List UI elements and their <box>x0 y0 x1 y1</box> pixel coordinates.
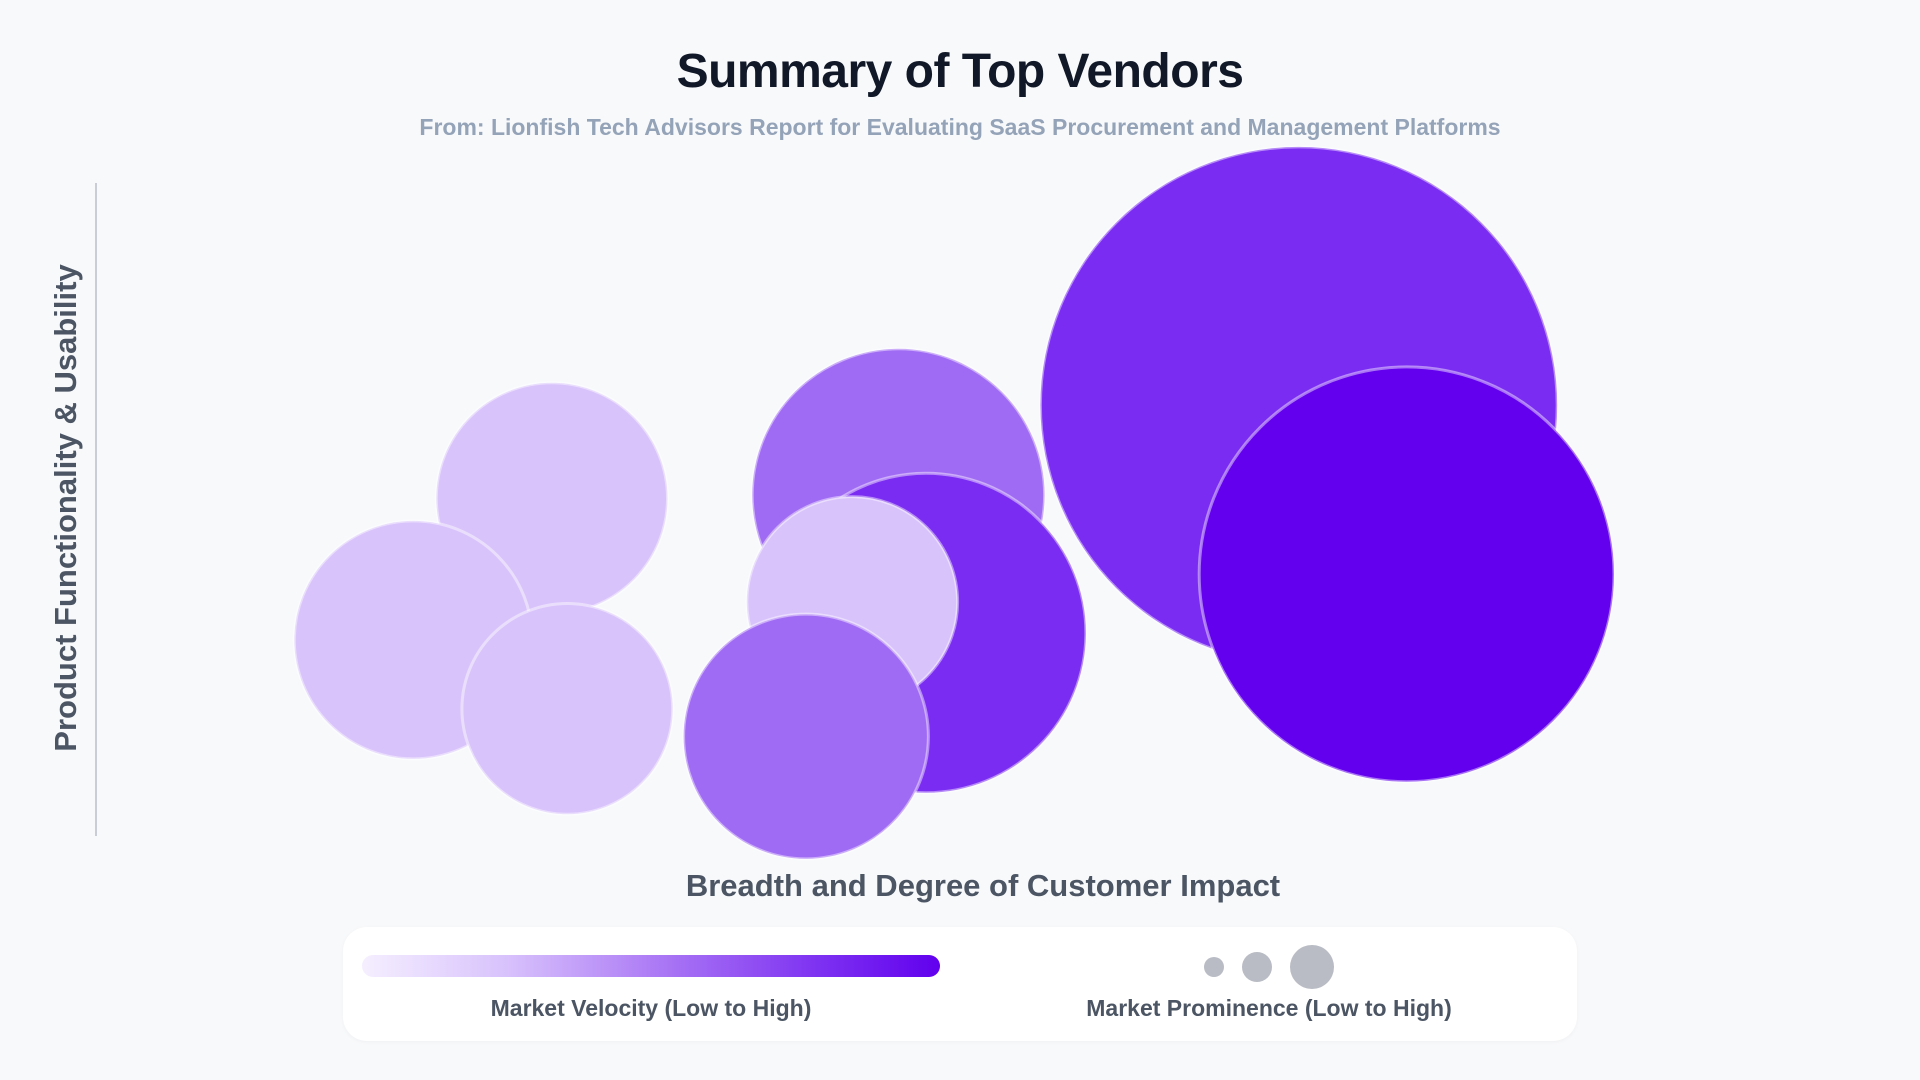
vendor-bubble-9 <box>1197 365 1616 784</box>
bubble-group <box>292 145 1616 861</box>
size-legend-dot-small <box>1204 957 1224 977</box>
y-axis-label: Product Functionality & Usability <box>48 264 83 752</box>
legend: Market Velocity (Low to High) Market Pro… <box>343 927 1577 1041</box>
chart-subtitle: From: Lionfish Tech Advisors Report for … <box>419 114 1501 140</box>
size-legend-dot-medium <box>1242 952 1272 982</box>
market-velocity-label: Market Velocity (Low to High) <box>490 995 812 1021</box>
market-prominence-label: Market Prominence (Low to High) <box>1086 995 1452 1021</box>
vendor-bubble-7 <box>460 602 675 816</box>
size-legend-dot-large <box>1290 945 1334 989</box>
market-velocity-gradient <box>362 955 940 977</box>
x-axis-label: Breadth and Degree of Customer Impact <box>685 868 1281 903</box>
chart-title: Summary of Top Vendors <box>676 45 1244 98</box>
vendor-bubble-8 <box>682 612 930 861</box>
